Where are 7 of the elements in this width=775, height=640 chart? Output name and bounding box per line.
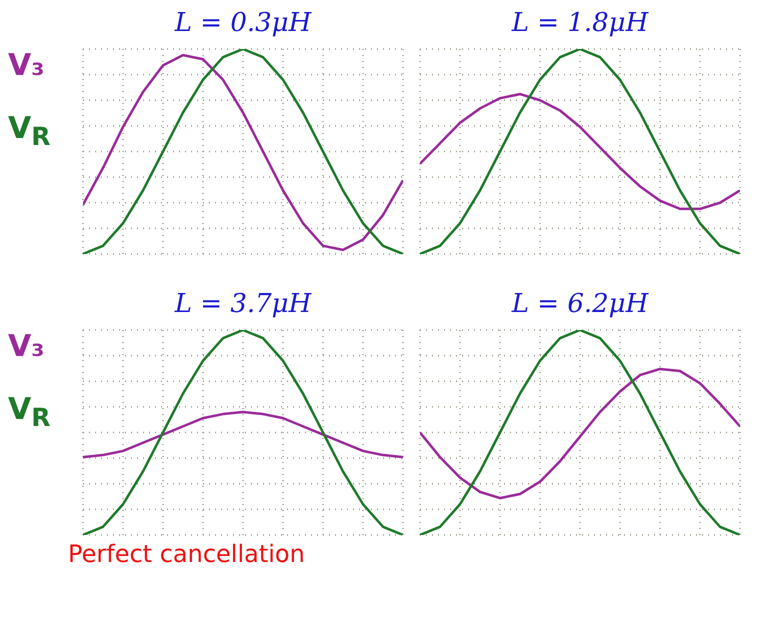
chart-title: L = 0.3μH xyxy=(173,8,313,40)
chart-title: L = 6.2μH xyxy=(510,289,650,321)
legend: V₃ V$_{R}$ xyxy=(8,8,78,151)
chart-title: L = 3.7μH xyxy=(173,289,313,321)
text: Perfect cancellation xyxy=(68,540,306,568)
legend: V₃ V$_{R}$ xyxy=(8,289,78,432)
chart-title: L = 1.8μH xyxy=(510,8,650,40)
